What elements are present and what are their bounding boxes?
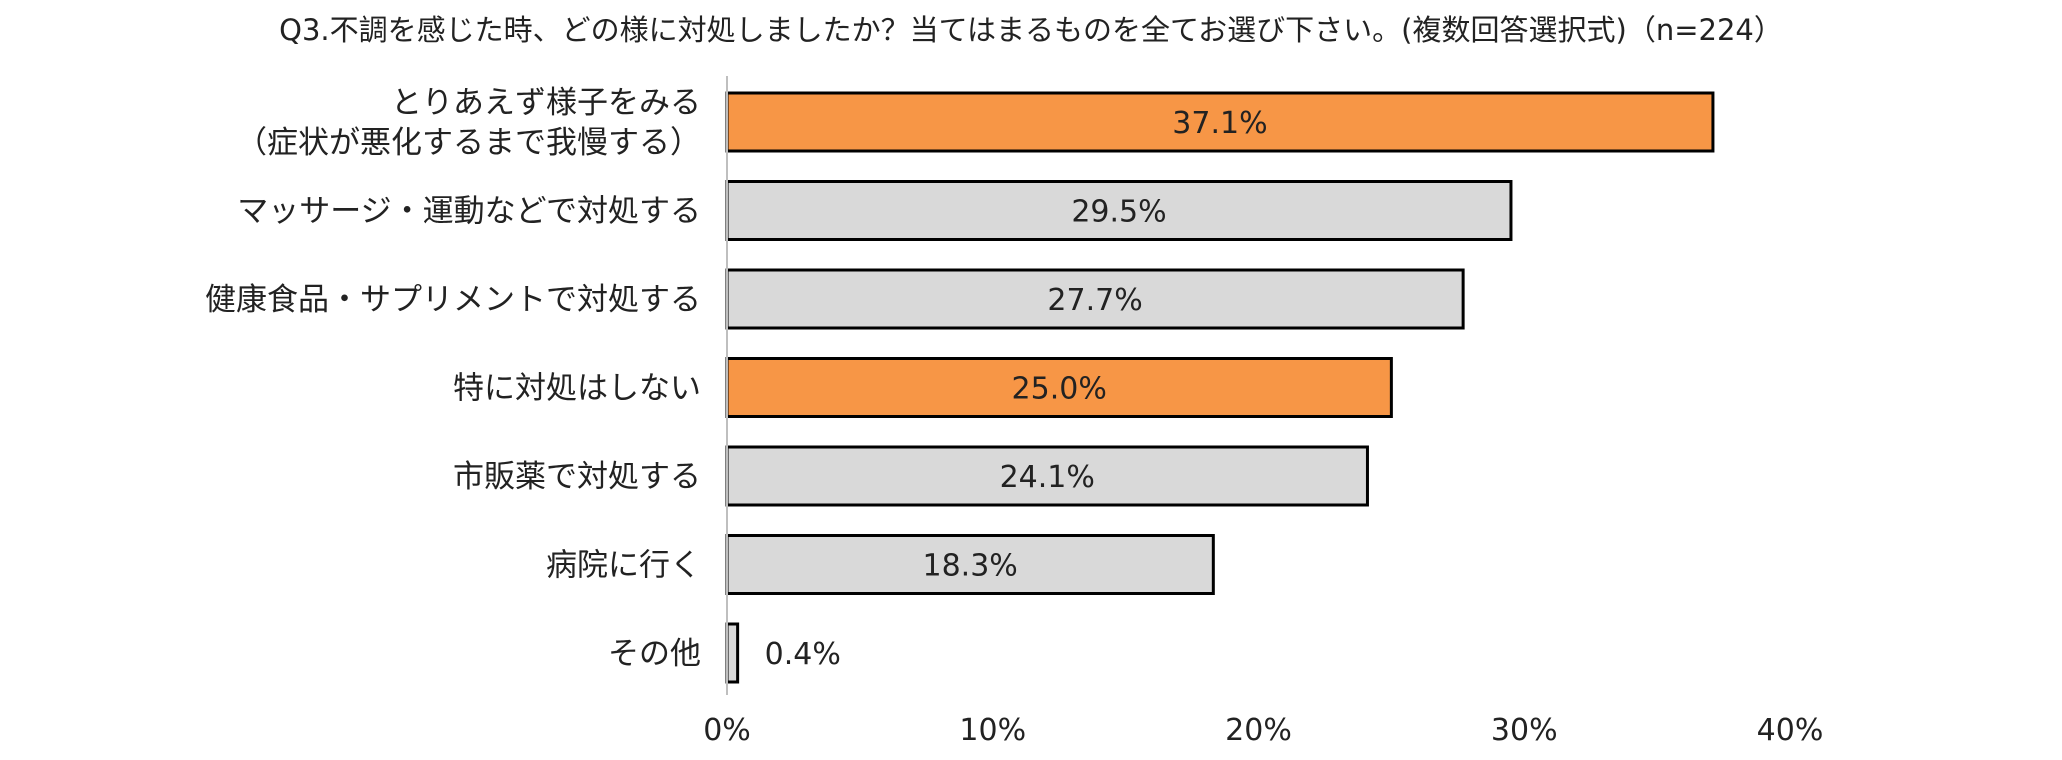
- x-tick-label: 10%: [959, 713, 1026, 748]
- data-label: 24.1%: [1000, 460, 1095, 495]
- bar: [725, 357, 1393, 418]
- bar: [725, 180, 1513, 241]
- bar: [725, 622, 740, 684]
- bar: [725, 268, 1465, 330]
- data-label: 25.0%: [1012, 372, 1107, 407]
- bar: [725, 445, 1369, 507]
- x-tick-label: 40%: [1757, 713, 1824, 748]
- data-label: 27.7%: [1047, 283, 1142, 318]
- x-tick-label: 0%: [703, 713, 751, 748]
- data-label: 37.1%: [1172, 106, 1267, 141]
- x-tick-label: 30%: [1491, 713, 1558, 748]
- category-label: 特に対処はしない: [453, 371, 701, 407]
- category-label: マッサージ・運動などで対処する: [237, 194, 701, 230]
- data-label: 0.4%: [765, 637, 841, 672]
- category-label: その他: [608, 636, 701, 672]
- chart-title: Q3.不調を感じた時、どの様に対処しましたか？当てはまるものを全てお選び下さい。…: [279, 13, 1783, 47]
- category-label: （症状が悪化するまで我慢する）: [236, 125, 701, 161]
- category-label: 健康食品・サプリメントで対処する: [205, 282, 701, 318]
- data-label: 18.3%: [923, 549, 1018, 584]
- data-label: 29.5%: [1071, 195, 1166, 230]
- category-label: 病院に行く: [546, 548, 701, 584]
- x-tick-label: 20%: [1225, 713, 1292, 748]
- category-label: 市販薬で対処する: [453, 459, 701, 495]
- category-label: とりあえず様子をみる: [391, 85, 701, 121]
